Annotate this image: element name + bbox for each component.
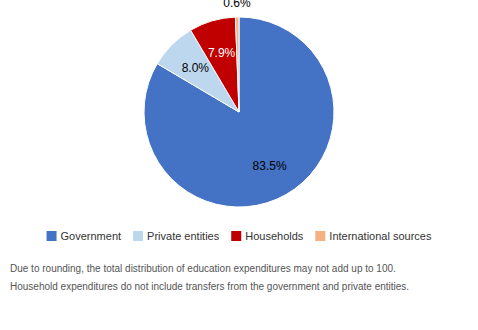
- legend-label: Households: [245, 230, 304, 242]
- legend: Government Private entities Households Inte…: [47, 230, 432, 242]
- data-label: 7.9%: [208, 46, 236, 60]
- legend-item: International sources: [315, 230, 432, 242]
- footnotes: Due to rounding, the total distribution …: [10, 263, 409, 292]
- legend-item: Private entities: [133, 230, 220, 242]
- legend-label: Private entities: [147, 230, 220, 242]
- chart-container: 83.5% 8.0%7.9% 0.6% Government Private entit…: [0, 0, 478, 330]
- data-labels: 83.5% 8.0%7.9% 0.6%: [182, 0, 287, 173]
- data-label: 83.5%: [253, 159, 287, 173]
- legend-item: Households: [231, 230, 304, 242]
- legend-swatch: [47, 231, 57, 241]
- legend-label: International sources: [329, 230, 432, 242]
- pie: [144, 17, 334, 207]
- footnote: Household expenditures do not include tr…: [10, 281, 409, 292]
- chart-svg: 83.5% 8.0%7.9% 0.6% Government Private entit…: [0, 0, 478, 330]
- pie-slice: [144, 17, 334, 207]
- legend-swatch: [315, 231, 325, 241]
- data-label: 8.0%: [182, 61, 210, 75]
- legend-swatch: [133, 231, 143, 241]
- legend-label: Government: [61, 230, 122, 242]
- legend-swatch: [231, 231, 241, 241]
- legend-item: Government: [47, 230, 122, 242]
- data-label: 0.6%: [223, 0, 251, 10]
- pie-slice: [235, 17, 239, 112]
- footnote: Due to rounding, the total distribution …: [10, 263, 396, 274]
